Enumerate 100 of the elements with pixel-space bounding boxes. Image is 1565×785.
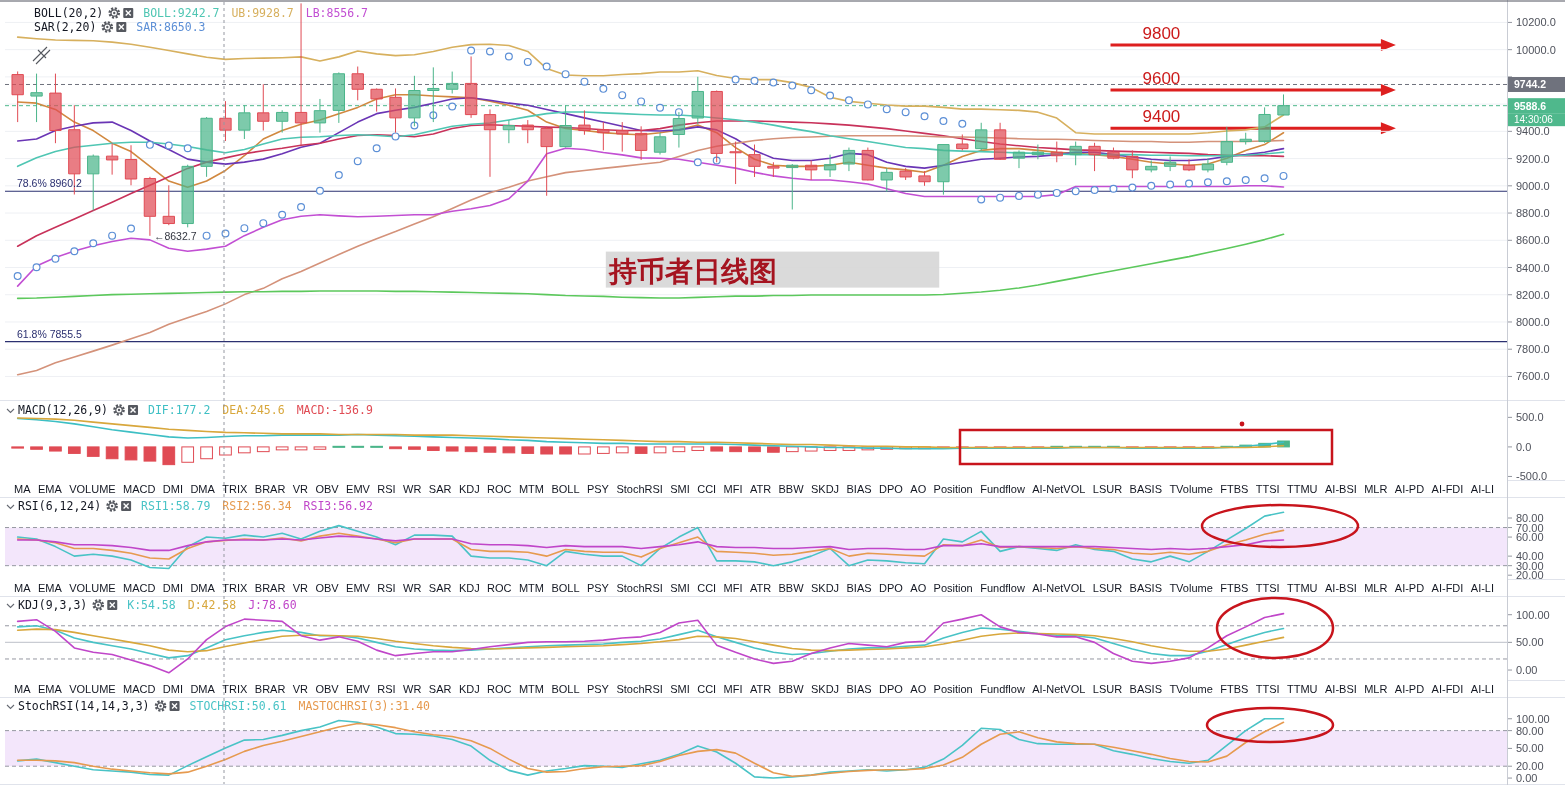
annotation: 9400	[1142, 107, 1181, 127]
y-tick-label: -500.0	[1516, 470, 1548, 483]
text: VR	[292, 581, 309, 594]
y-tick-label: 0.0	[1516, 440, 1532, 453]
text: LSUR	[1092, 682, 1123, 695]
text: TTSI	[1255, 682, 1280, 695]
text: AI-PD	[1394, 682, 1425, 695]
legend-title: BOLL(20,2)	[34, 6, 104, 20]
text: DMA	[190, 682, 216, 695]
text: MACD	[123, 682, 156, 695]
text: TVolume	[1169, 682, 1213, 695]
text: DPO	[879, 581, 904, 594]
y-tick-label: 500.0	[1516, 411, 1544, 424]
text: MLR	[1364, 682, 1388, 695]
y-tick-label: 8200.0	[1516, 288, 1550, 301]
text: RSI2:56.34	[222, 499, 292, 513]
text: LB:8556.7	[305, 6, 369, 20]
text: AI-BSI	[1325, 581, 1357, 594]
text: K:54.58	[127, 598, 176, 612]
text: MFI	[723, 682, 743, 695]
text: MTM	[518, 581, 544, 594]
text: DMI	[162, 682, 183, 695]
text: AI-NetVOL	[1032, 581, 1086, 594]
text: AO	[910, 482, 927, 495]
legend-title: StochRSI(14,14,3,3)	[18, 699, 150, 713]
text: ROC	[487, 682, 512, 695]
text: AI-FDI	[1431, 682, 1464, 695]
text: VOLUME	[69, 482, 116, 495]
text: BRAR	[254, 581, 286, 594]
y-tick-label: 0.00	[1516, 772, 1538, 785]
text: SKDJ	[811, 482, 840, 495]
y-tick-label: 9400.0	[1516, 125, 1550, 138]
text: BASIS	[1129, 682, 1163, 695]
series-label: DEA:245.6	[222, 403, 285, 417]
text: SKDJ	[811, 581, 840, 594]
text: BOLL	[551, 682, 580, 695]
y-tick-label: 20.00	[1516, 569, 1544, 582]
series-label: MASTOCHRSI(3):31.40	[298, 699, 431, 713]
y-tick-label: 0.00	[1516, 664, 1538, 677]
text: MA	[14, 482, 32, 495]
text: SMI	[670, 581, 690, 594]
text: CCI	[697, 581, 717, 594]
y-tick-label: 8000.0	[1516, 315, 1550, 328]
text: DMA	[190, 482, 216, 495]
text: AI-LI	[1470, 581, 1495, 594]
text: VR	[292, 482, 309, 495]
text: MFI	[723, 581, 743, 594]
text: DMA	[190, 581, 216, 594]
annotation: SAR(2,20)	[34, 20, 97, 34]
text: AI-PD	[1394, 482, 1425, 495]
text: EMA	[37, 581, 63, 594]
text: AI-LI	[1470, 682, 1495, 695]
text: VR	[292, 682, 309, 695]
series-label: DIF:177.2	[148, 403, 211, 417]
text: SAR	[428, 682, 452, 695]
text: MA	[14, 581, 32, 594]
text: TRIX	[222, 682, 249, 695]
text: FTBS	[1220, 581, 1249, 594]
text: StochRSI	[616, 482, 663, 495]
text: BASIS	[1129, 482, 1163, 495]
text: DPO	[879, 682, 904, 695]
text: BRAR	[254, 682, 286, 695]
text: TTSI	[1255, 482, 1280, 495]
legend-title: MACD(12,26,9)	[18, 403, 109, 417]
y-tick-label: 8400.0	[1516, 261, 1550, 274]
text: VOLUME	[69, 682, 116, 695]
text: ATR	[749, 482, 772, 495]
text: FTBS	[1220, 482, 1249, 495]
text: CCI	[697, 682, 717, 695]
text: BOLL	[551, 581, 580, 594]
text: AI-FDI	[1431, 581, 1464, 594]
annotation: 9600	[1142, 68, 1181, 88]
text: 9744.2	[1514, 78, 1547, 91]
text: RSI	[377, 682, 396, 695]
text: WR	[403, 482, 422, 495]
text: UB:9928.7	[231, 6, 294, 20]
text: BBW	[778, 581, 805, 594]
text: RSI	[377, 482, 396, 495]
text: BOLL:9242.7	[143, 6, 220, 20]
text: TRIX	[222, 482, 249, 495]
text: BRAR	[254, 482, 286, 495]
y-tick-label: 60.00	[1516, 531, 1544, 544]
series-label: J:78.60	[248, 598, 297, 612]
text: TTSI	[1255, 581, 1280, 594]
text: MLR	[1364, 482, 1388, 495]
text: AI-NetVOL	[1032, 682, 1086, 695]
y-tick-label: 80.00	[1516, 724, 1544, 737]
text: TTMU	[1287, 581, 1318, 594]
text: D:42.58	[187, 598, 237, 612]
text: MFI	[723, 482, 743, 495]
y-tick-label: 10000.0	[1516, 43, 1556, 56]
text: Fundflow	[980, 682, 1025, 695]
text: KDJ	[458, 581, 480, 594]
text: WR	[403, 682, 422, 695]
text: MTM	[518, 482, 544, 495]
text: PSY	[586, 581, 610, 594]
text: KDJ	[458, 682, 480, 695]
text: DMI	[162, 482, 183, 495]
text: SAR:8650.3	[136, 20, 206, 34]
text: SMI	[670, 482, 690, 495]
